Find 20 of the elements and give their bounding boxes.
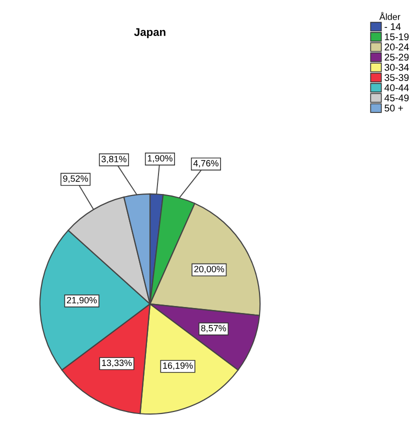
data-label: 3,81%: [102, 156, 126, 164]
legend-label: 50 +: [384, 104, 403, 112]
legend-label: 35-39: [384, 74, 409, 81]
text: Japan: [134, 28, 166, 38]
legend-label: 20-24: [384, 44, 409, 50]
data-label: 8,57%: [201, 324, 226, 332]
data-label: 1,90%: [148, 155, 172, 163]
legend-label: 30-34: [384, 64, 409, 71]
data-label: 4,76%: [193, 160, 218, 168]
data-label: 21,90%: [66, 296, 97, 304]
data-label: 9,52%: [63, 175, 88, 183]
data-label: 20,00%: [194, 266, 224, 274]
legend-title: Ålder: [379, 12, 400, 20]
data-label: 13,33%: [102, 360, 132, 368]
legend-label: - 14: [384, 23, 401, 30]
legend-label: 40-44: [384, 84, 409, 92]
legend-label: 25-29: [384, 54, 409, 61]
data-label: 16,19%: [163, 362, 193, 370]
legend-label: 15-19: [384, 33, 409, 40]
legend-label: 45-49: [384, 94, 409, 102]
